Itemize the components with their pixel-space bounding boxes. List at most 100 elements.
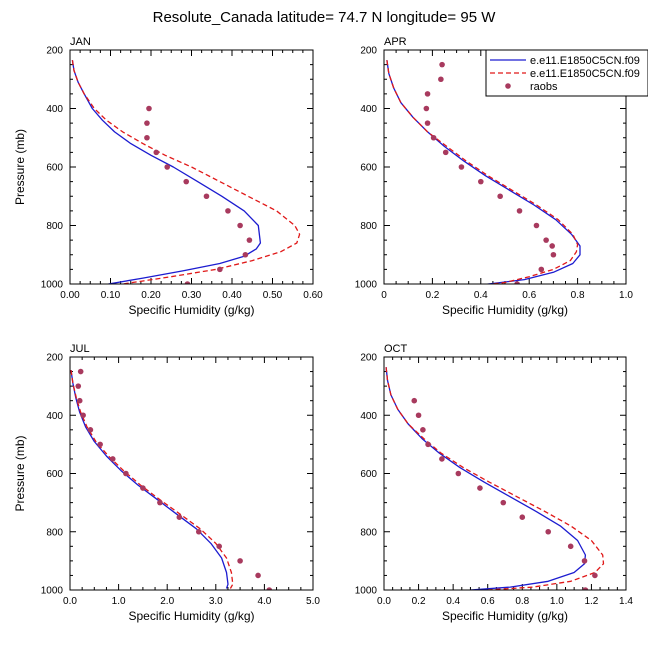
raobs-point: [497, 193, 503, 200]
y-tick-label: 800: [360, 221, 377, 232]
raobs-point: [146, 105, 152, 112]
raobs-point: [255, 572, 261, 579]
x-tick-label: 5.0: [306, 596, 320, 607]
raobs-point: [424, 91, 431, 97]
plot-frame: [69, 356, 314, 591]
raobs-point: [80, 412, 86, 419]
x-tick-label: 0.2: [425, 290, 439, 301]
legend-label: raobs: [530, 81, 558, 93]
x-tick-label: 0.4: [446, 596, 460, 607]
raobs-point: [477, 485, 483, 491]
raobs-point: [550, 251, 557, 258]
raobs-point: [87, 427, 94, 433]
raobs-point: [592, 572, 598, 579]
x-tick-label: 0.0: [63, 596, 77, 607]
raobs-point: [195, 528, 202, 535]
x-tick-label: 0.20: [141, 290, 161, 301]
x-tick-label: 0.0: [377, 596, 391, 607]
figure-title: Resolute_Canada latitude= 74.7 N longitu…: [153, 9, 497, 26]
y-tick-label: 600: [46, 163, 63, 174]
y-tick-label: 800: [46, 221, 63, 232]
x-tick-label: 0.00: [60, 290, 80, 301]
raobs-point: [123, 470, 129, 477]
y-tick-label: 800: [360, 527, 377, 538]
y-tick-label: 1000: [355, 280, 378, 291]
plot-data-jan: [71, 60, 301, 284]
raobs-point: [140, 485, 146, 491]
series-line-dashed: [385, 367, 605, 590]
raobs-point: [153, 149, 160, 156]
raobs-point: [425, 441, 431, 448]
y-tick-label: 1000: [41, 280, 64, 291]
raobs-point: [423, 105, 430, 112]
series-line-dashed: [70, 370, 234, 589]
x-axis-title: Specific Humidity (g/kg): [442, 609, 568, 623]
raobs-point: [519, 514, 526, 520]
x-tick-label: 0.50: [263, 290, 283, 301]
raobs-point: [438, 76, 444, 83]
raobs-point: [500, 499, 507, 506]
y-tick-label: 400: [360, 104, 377, 115]
x-tick-label: 0: [381, 290, 387, 301]
legend: e.e11.E1850C5CN.f09e.e11.E1850C5CN.f09ra…: [485, 49, 648, 97]
raobs-point: [415, 412, 422, 419]
raobs-point: [567, 543, 574, 550]
legend-entries: e.e11.E1850C5CN.f09e.e11.E1850C5CN.f09ra…: [490, 55, 640, 93]
y-tick-label: 200: [360, 353, 377, 364]
x-tick-label: 0.60: [303, 290, 323, 301]
y-tick-label: 400: [46, 411, 63, 422]
raobs-point: [545, 528, 552, 535]
x-tick-label: 3.0: [209, 596, 223, 607]
raobs-point: [217, 266, 223, 273]
y-tick-label: 400: [46, 104, 63, 115]
y-tick-label: 1000: [41, 586, 64, 597]
x-tick-label: 0.8: [571, 290, 585, 301]
legend-marker-raobs: [505, 83, 511, 89]
y-tick-label: 400: [360, 411, 377, 422]
plot-data-apr: [386, 60, 581, 284]
raobs-point: [184, 281, 191, 284]
raobs-point: [549, 243, 555, 249]
plot-data-jul: [70, 368, 273, 590]
plot-data-oct: [385, 367, 605, 590]
x-tick-label: 0.10: [101, 290, 121, 301]
x-tick-label: 1.2: [584, 596, 598, 607]
x-tick-label: 0.30: [182, 290, 202, 301]
y-tick-label: 1000: [355, 586, 378, 597]
x-tick-label: 1.0: [619, 290, 633, 301]
raobs-point: [76, 397, 83, 404]
raobs-point: [424, 120, 431, 126]
series-line-solid: [70, 370, 229, 589]
raobs-point: [439, 61, 445, 68]
x-tick-label: 2.0: [160, 596, 174, 607]
y-tick-label: 600: [360, 469, 377, 480]
panel-label-oct: OCT: [384, 343, 408, 355]
y-tick-label: 200: [46, 353, 63, 364]
y-tick-label: 600: [360, 163, 377, 174]
x-tick-label: 0.8: [515, 596, 529, 607]
raobs-point: [97, 441, 103, 448]
x-tick-label: 0.2: [412, 596, 426, 607]
raobs-point: [420, 427, 426, 433]
raobs-point: [237, 558, 243, 564]
raobs-point: [246, 237, 253, 243]
raobs-point: [266, 587, 273, 590]
y-tick-label: 200: [46, 46, 63, 57]
raobs-point: [430, 134, 437, 141]
raobs-point: [164, 164, 170, 170]
y-axis-title: Pressure (mb): [13, 435, 27, 511]
series-line-dashed: [71, 60, 301, 284]
raobs-point: [157, 499, 163, 506]
raobs-point: [543, 237, 549, 243]
panel-label-jan: JAN: [70, 36, 91, 48]
legend-label: e.e11.E1850C5CN.f09: [530, 55, 640, 67]
plot-frame: [69, 49, 314, 285]
series-line-dashed: [386, 60, 579, 284]
y-axis-title: Pressure (mb): [13, 129, 27, 205]
x-axis-title: Specific Humidity (g/kg): [128, 609, 254, 623]
